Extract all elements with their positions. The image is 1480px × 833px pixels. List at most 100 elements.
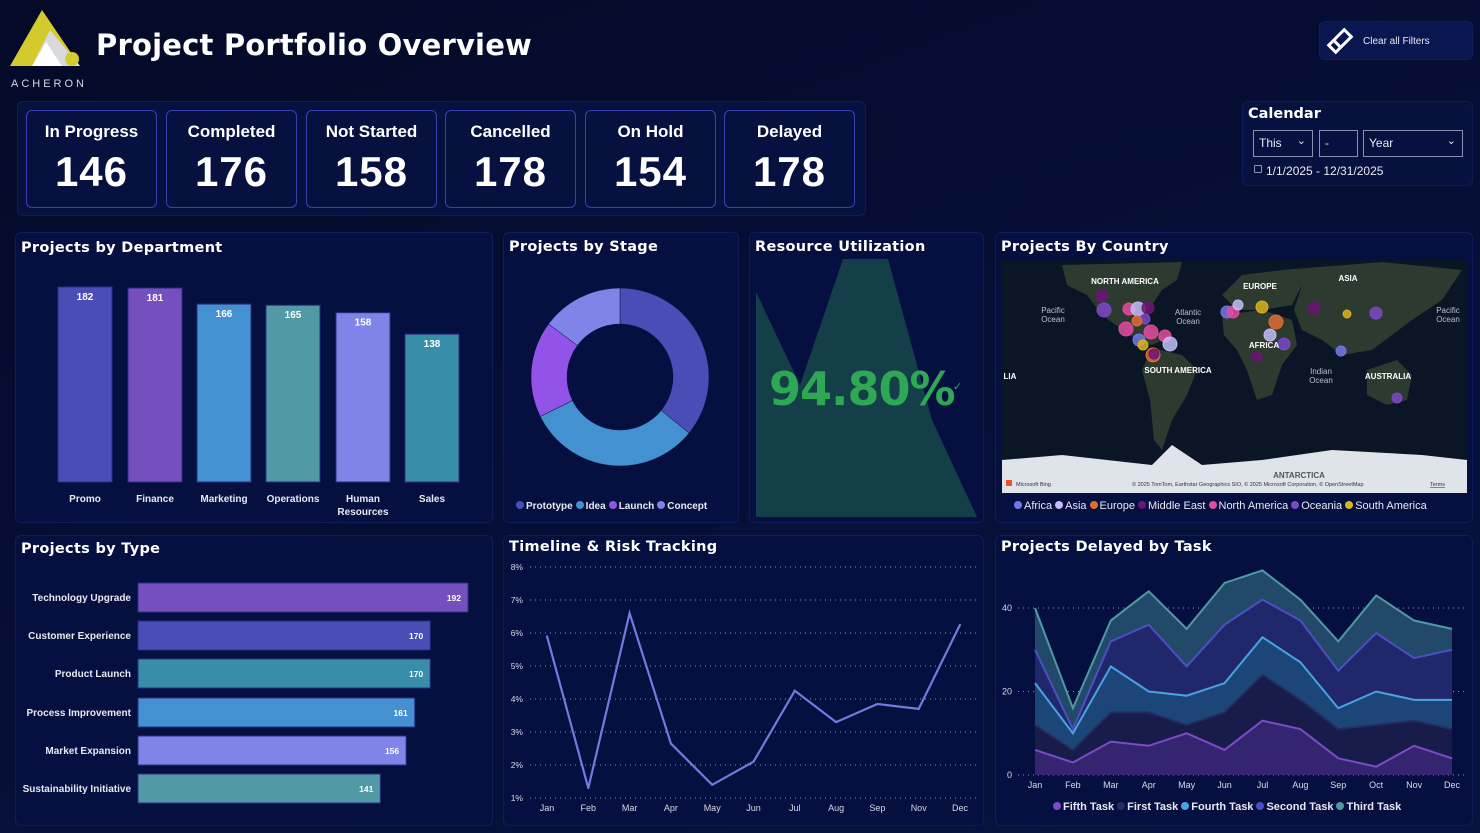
kpi-in-progress[interactable]: In Progress 146 <box>26 110 157 208</box>
kpi-label: On Hold <box>617 122 684 141</box>
x-tick-label: Jun <box>1217 780 1232 790</box>
kpi-label: Delayed <box>756 122 823 141</box>
kpi-label: Cancelled <box>470 122 551 141</box>
ocean-label: Atlantic <box>1175 308 1201 317</box>
x-tick-label: Sep <box>1330 780 1346 790</box>
map-label: NORTH AMERICA <box>1091 277 1159 286</box>
type-bar <box>137 735 407 766</box>
world-map[interactable]: NORTH AMERICA EUROPE ASIA AFRICA SOUTH A… <box>1002 260 1467 493</box>
map-bubble <box>1137 339 1149 351</box>
kpi-label: In Progress <box>44 122 139 141</box>
x-tick-label: May <box>704 803 722 813</box>
department-bar <box>335 312 391 483</box>
x-tick-label: Dec <box>952 803 969 813</box>
kpi-delayed[interactable]: Delayed 178 <box>724 110 855 208</box>
line-second-task <box>1034 598 1453 732</box>
task-legend: Fifth Task First Task Fourth Task Second Ta… <box>1053 801 1401 813</box>
relative-select[interactable]: This ⌄ <box>1253 130 1313 157</box>
department-bar <box>127 287 183 483</box>
legend-item[interactable]: Prototype <box>526 501 573 512</box>
ocean-label: Pacific <box>1041 306 1065 315</box>
category-label: Sustainability Initiative <box>23 784 132 795</box>
bar-data-label: 170 <box>409 669 423 679</box>
category-label: Marketing <box>200 494 247 505</box>
legend-item[interactable]: Second Task <box>1266 801 1334 813</box>
risk-point <box>917 707 920 710</box>
x-tick-label: Jul <box>1257 780 1269 790</box>
period-count-input[interactable]: - <box>1319 130 1358 157</box>
bing-logo-icon <box>1006 480 1012 486</box>
legend-item[interactable]: South America <box>1355 500 1427 512</box>
legend-item[interactable]: North America <box>1218 500 1289 512</box>
stage-title: Projects by Stage <box>509 239 659 255</box>
delayed-title: Projects Delayed by Task <box>1001 539 1212 555</box>
period-unit-value: Year <box>1369 136 1394 150</box>
category-label: Resources <box>337 507 389 518</box>
period-unit-select[interactable]: Year ⌄ <box>1363 130 1463 157</box>
legend-item[interactable]: Oceania <box>1301 500 1343 512</box>
type-title: Projects by Type <box>21 541 161 557</box>
type-bar <box>137 620 431 651</box>
department-bar <box>265 304 321 483</box>
legend-item[interactable]: Europe <box>1099 500 1136 512</box>
bar-data-label: 182 <box>77 292 94 303</box>
eraser-icon <box>1326 27 1354 55</box>
category-label: Human <box>346 494 380 505</box>
date-range: 1/1/2025 - 12/31/2025 <box>1266 164 1384 178</box>
category-label: Sales <box>419 494 446 505</box>
map-attribution: © 2025 TomTom, Earthstar Geographics SIO… <box>1132 481 1364 488</box>
ocean-label: Ocean <box>1436 315 1460 324</box>
kpi-value: 146 <box>54 148 129 195</box>
kpi-label: Completed <box>187 122 276 141</box>
map-label: SOUTH AMERICA <box>1144 366 1211 375</box>
map-terms-link[interactable]: Terms <box>1430 482 1445 488</box>
x-tick-label: May <box>1178 780 1196 790</box>
map-bubble <box>1143 324 1159 340</box>
legend-item[interactable]: Middle East <box>1148 500 1206 512</box>
bar-data-label: 170 <box>409 631 423 641</box>
map-bubble <box>1148 348 1160 360</box>
clear-filters-button[interactable]: Clear all Filters <box>1319 21 1473 60</box>
ocean-label: Pacific <box>1436 306 1460 315</box>
map-bubble <box>1251 351 1263 363</box>
x-tick-label: Jun <box>746 803 761 813</box>
line-first-task <box>1034 673 1453 752</box>
department-bar <box>404 333 460 483</box>
legend-dot <box>1138 501 1147 509</box>
legend-item[interactable]: Fourth Task <box>1191 801 1254 813</box>
bar-data-label: 161 <box>394 708 408 718</box>
australia-shape <box>1367 360 1412 405</box>
bing-text: Microsoft Bing <box>1016 482 1051 488</box>
chevron-down-icon: ⌄ <box>1296 135 1306 147</box>
calendar-panel: Calendar This ⌄ - Year ⌄ 1/1/2025 - 12/31/… <box>1242 101 1473 186</box>
kpi-not-started[interactable]: Not Started 158 <box>306 110 437 208</box>
risk-point <box>587 787 590 790</box>
calendar-title: Calendar <box>1248 106 1321 122</box>
map-bubble <box>1277 337 1291 351</box>
department-bar <box>196 303 252 483</box>
legend-dot <box>1089 501 1098 509</box>
type-bar <box>137 773 381 804</box>
bar-data-label: 166 <box>216 309 233 320</box>
legend-item[interactable]: Concept <box>667 501 708 512</box>
map-canvas: NORTH AMERICA EUROPE ASIA AFRICA SOUTH A… <box>1002 262 1467 493</box>
x-tick-label: Nov <box>911 803 928 813</box>
kpi-cancelled[interactable]: Cancelled 178 <box>445 110 576 208</box>
bar-data-label: 181 <box>147 293 164 304</box>
legend-item[interactable]: Asia <box>1065 500 1087 512</box>
legend-item[interactable]: Africa <box>1024 500 1053 512</box>
kpi-value: 176 <box>194 148 269 195</box>
legend-item[interactable]: First Task <box>1127 801 1179 813</box>
legend-item[interactable]: Fifth Task <box>1063 801 1115 813</box>
kpi-completed[interactable]: Completed 176 <box>166 110 297 208</box>
bar-data-label: 192 <box>447 593 461 603</box>
bar-data-label: 165 <box>285 310 302 321</box>
legend-item[interactable]: Launch <box>618 501 655 512</box>
legend-item[interactable]: Third Task <box>1346 801 1402 813</box>
x-tick-label: Jan <box>1028 780 1043 790</box>
page-title: Project Portfolio Overview <box>96 28 533 62</box>
legend-item[interactable]: Idea <box>585 501 606 512</box>
north-america-shape <box>1062 262 1182 345</box>
kpi-on-hold[interactable]: On Hold 154 <box>585 110 716 208</box>
